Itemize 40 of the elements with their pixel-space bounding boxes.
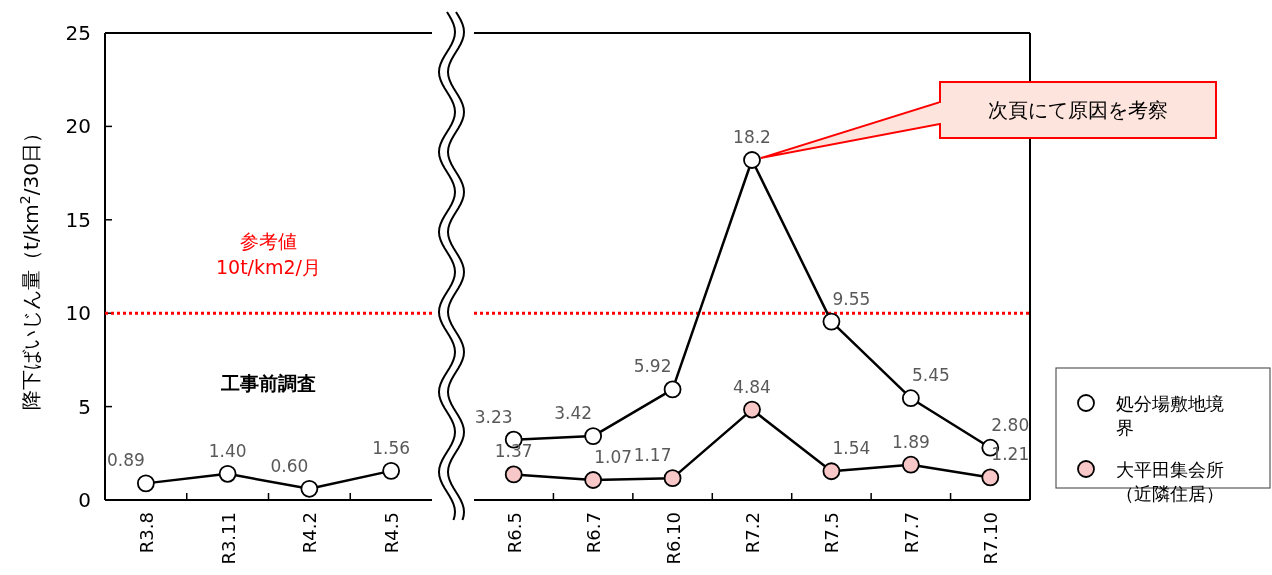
data-label: 5.92 xyxy=(633,356,672,377)
x-tick-label: R4.2 xyxy=(299,512,321,554)
y-tick-label: 10 xyxy=(65,301,91,326)
x-tick-label: R6.7 xyxy=(583,512,605,554)
y-tick-label: 5 xyxy=(78,394,91,419)
x-tick-label: R7.5 xyxy=(821,512,843,554)
annotation: 次頁にて原因を考察 xyxy=(988,98,1168,122)
y-tick-label: 15 xyxy=(65,207,91,232)
data-label: 18.2 xyxy=(733,127,771,148)
x-tick-label: R7.10 xyxy=(980,512,1002,565)
x-tick-label: R6.10 xyxy=(662,512,684,565)
x-tick-label: R6.5 xyxy=(503,512,525,554)
data-label: 1.21 xyxy=(991,444,1030,465)
data-label: 9.55 xyxy=(832,288,871,309)
data-label: 1.40 xyxy=(208,440,247,461)
data-label: 3.42 xyxy=(554,403,593,424)
legend-label: 処分場敷地境界 xyxy=(1116,393,1224,438)
data-label: 1.37 xyxy=(494,441,533,462)
x-tick-label: R4.5 xyxy=(381,512,403,554)
x-tick-label: R3.11 xyxy=(217,512,239,565)
data-label: 2.80 xyxy=(991,414,1030,435)
y-tick-label: 25 xyxy=(65,21,91,45)
data-label: 1.56 xyxy=(372,437,411,458)
y-tick-label: 0 xyxy=(78,488,91,512)
x-tick-label: R7.7 xyxy=(900,512,922,554)
ref-line-label: 参考値 10t/km2/月 xyxy=(215,230,322,279)
data-label: 1.54 xyxy=(832,438,871,459)
x-tick-label: R7.2 xyxy=(742,512,763,554)
legend-label: 大平田集会所（近隣住居） xyxy=(1116,459,1224,504)
data-label: 0.89 xyxy=(106,450,145,471)
data-label: 1.07 xyxy=(594,447,633,468)
data-label: 4.84 xyxy=(733,376,771,397)
data-label: 1.89 xyxy=(891,431,930,452)
data-label: 3.23 xyxy=(474,406,513,427)
data-label: 0.60 xyxy=(270,455,309,476)
annotation: 工事前調査 xyxy=(220,372,316,394)
y-tick-label: 20 xyxy=(65,114,91,139)
data-label: 5.45 xyxy=(911,365,950,386)
data-label: 1.17 xyxy=(633,445,672,466)
x-tick-label: R3.8 xyxy=(135,512,157,554)
